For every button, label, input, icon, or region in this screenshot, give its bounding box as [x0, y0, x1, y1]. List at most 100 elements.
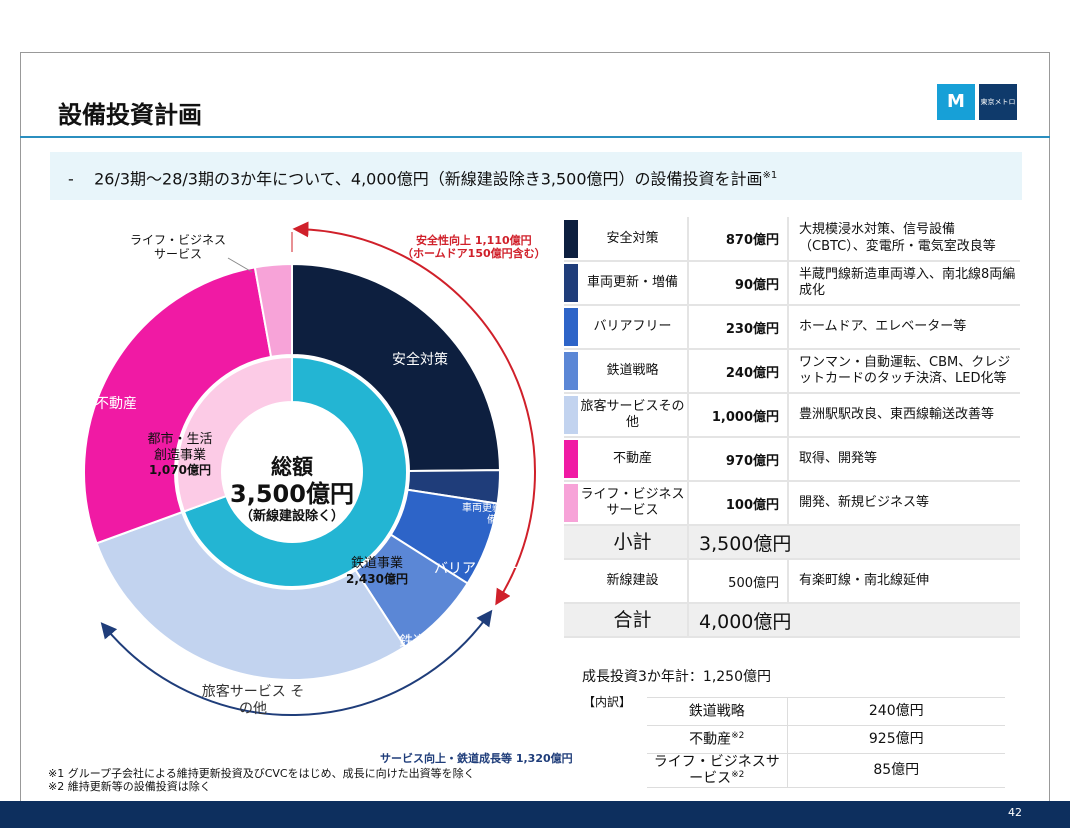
title-divider	[20, 136, 1050, 138]
row-amount: 500億円	[688, 559, 789, 604]
subtotal-amount: 3,500億円	[688, 525, 1020, 560]
row-name: バリアフリー	[578, 305, 689, 350]
row-name: 安全対策	[578, 217, 689, 262]
row-name: 新線建設	[578, 559, 689, 604]
row-desc: 大規模浸水対策、信号設備（CBTC）、変電所・電気室改良等	[788, 217, 1020, 262]
row-desc: ワンマン・自動運転、CBM、クレジットカードのタッチ決済、LED化等	[788, 349, 1020, 394]
footnote-1: ※1 グループ子会社による維持更新投資及びCVCをはじめ、成長に向けた出資等を除…	[48, 767, 475, 780]
growth-name-text: 鉄道戦略	[688, 703, 745, 720]
growth-amount: 85億円	[787, 753, 1005, 788]
table-row: 鉄道戦略 240億円 ワンマン・自動運転、CBM、クレジットカードのタッチ決済、LE…	[564, 349, 1020, 394]
row-desc: 取得、開発等	[788, 437, 1020, 482]
service-arrow	[100, 609, 493, 716]
color-swatch	[564, 393, 578, 438]
row-amount: 870億円	[688, 217, 789, 262]
footnotes: ※1 グループ子会社による維持更新投資及びCVCをはじめ、成長に向けた出資等を除…	[48, 767, 475, 793]
row-name: ライフ・ビジネスサービス	[578, 481, 689, 526]
urban-amount: 1,070億円	[149, 463, 211, 478]
growth-name-text: ライフ・ビジネスサービス	[653, 754, 780, 787]
growth-name: 鉄道戦略	[647, 697, 788, 726]
metro-logo-icon: M	[937, 84, 975, 120]
table-row: バリアフリー 230億円 ホームドア、エレベーター等	[564, 305, 1020, 350]
safety-arrow	[292, 221, 536, 606]
center-title: 総額	[271, 455, 313, 479]
label-real-estate: 不動産	[95, 396, 137, 412]
table-row: 不動産 970億円 取得、開発等	[564, 437, 1020, 482]
page-title: 設備投資計画	[58, 101, 202, 129]
table-row: ライフ・ビジネスサービス 100億円 開発、新規ビジネス等	[564, 481, 1020, 526]
row-name: 旅客サービスその他	[578, 393, 689, 438]
growth-name: ライフ・ビジネスサービス※2	[647, 753, 788, 788]
row-desc: 豊洲駅駅改良、東西線輸送改善等	[788, 393, 1020, 438]
investment-table: 安全対策 870億円 大規模浸水対策、信号設備（CBTC）、変電所・電気室改良等 車両…	[564, 217, 1020, 638]
center-amount: 3,500億円	[230, 480, 354, 509]
footnote-ref: ※1	[762, 170, 778, 181]
row-amount: 970億円	[688, 437, 789, 482]
urban-name: 都市・生活 創造事業	[147, 432, 213, 463]
table-row: 安全対策 870億円 大規模浸水対策、信号設備（CBTC）、変電所・電気室改良等	[564, 217, 1020, 262]
color-swatch	[564, 261, 578, 306]
color-swatch	[564, 437, 578, 482]
total-amount: 4,000億円	[688, 603, 1020, 638]
breakdown-label: 【内訳】	[583, 695, 632, 709]
growth-table: 鉄道戦略 240億円 不動産※2 925億円 ライフ・ビジネスサービス※2 85億円	[647, 697, 1005, 788]
row-amount: 1,000億円	[688, 393, 789, 438]
footnote-2: ※2 維持更新等の設備投資は除く	[48, 779, 211, 793]
slide-frame	[20, 52, 1050, 828]
railway-name: 鉄道事業	[350, 556, 403, 571]
color-swatch	[564, 481, 578, 526]
color-swatch	[564, 305, 578, 350]
label-urban-business: 都市・生活 創造事業 1,070億円	[140, 432, 220, 478]
inner-slice-都市・生活創造事業	[176, 355, 293, 513]
row-desc: 開発、新規ビジネス等	[788, 481, 1020, 526]
safety-sub: （ホームドア150億円含む）	[402, 247, 546, 261]
row-desc: 有楽町線・南北線延伸	[788, 559, 1020, 604]
row-desc: ホームドア、エレベーター等	[788, 305, 1020, 350]
outer-slice-不動産	[83, 266, 273, 545]
growth-row: 不動産※2 925億円	[647, 725, 1005, 754]
growth-row: ライフ・ビジネスサービス※2 85億円	[647, 753, 1005, 788]
subtotal-row: 小計 3,500億円	[564, 525, 1020, 560]
label-rail-strategy: 鉄道戦略	[399, 634, 455, 650]
new-line-row: 新線建設 500億円 有楽町線・南北線延伸	[564, 559, 1020, 604]
label-safety: 安全対策	[392, 352, 448, 368]
safety-total: 安全性向上 1,110億円	[416, 234, 532, 247]
table-row: 車両更新・増備 90億円 半蔵門線新造車両導入、南北線8両編成化	[564, 261, 1020, 306]
total-label: 合計	[578, 603, 689, 638]
growth-title: 成長投資3か年計：1,250億円	[582, 669, 771, 685]
footer-bar	[0, 801, 1070, 828]
label-vehicle: 車両更新・増備	[462, 503, 522, 526]
row-amount: 100億円	[688, 481, 789, 526]
growth-amount: 240億円	[787, 697, 1005, 726]
page-number: 42	[1008, 806, 1022, 819]
color-swatch	[564, 217, 578, 262]
bullet: -	[68, 169, 74, 189]
row-name: 鉄道戦略	[578, 349, 689, 394]
total-row: 合計 4,000億円	[564, 603, 1020, 638]
growth-amount: 925億円	[787, 725, 1005, 754]
growth-row: 鉄道戦略 240億円	[647, 697, 1005, 726]
row-name: 不動産	[578, 437, 689, 482]
growth-note: ※2	[731, 770, 745, 781]
row-name: 車両更新・増備	[578, 261, 689, 306]
brand-logo: 東京メトロ	[979, 84, 1017, 120]
outer-slice-ライフ・ビジネスサービス	[253, 262, 293, 359]
center-total: 総額 3,500億円 （新線建設除く）	[222, 455, 362, 525]
label-life-business: ライフ・ビジネス サービス	[129, 233, 226, 262]
row-amount: 230億円	[688, 305, 789, 350]
row-desc: 半蔵門線新造車両導入、南北線8両編成化	[788, 261, 1020, 306]
label-barrier-free: バリアフリー	[434, 561, 518, 577]
railway-amount: 2,430億円	[346, 571, 408, 586]
label-passenger: 旅客サービス その他	[201, 684, 305, 717]
growth-name-text: 不動産	[689, 731, 732, 748]
growth-name: 不動産※2	[647, 725, 788, 754]
growth-note: ※2	[731, 731, 745, 742]
row-amount: 90億円	[688, 261, 789, 306]
subtotal-label: 小計	[578, 525, 689, 560]
summary-text: 26/3期～28/3期の3か年について、4,000億円（新線建設除き3,500億…	[94, 169, 763, 189]
table-row: 旅客サービスその他 1,000億円 豊洲駅駅改良、東西線輸送改善等	[564, 393, 1020, 438]
summary-banner: - 26/3期～28/3期の3か年について、4,000億円（新線建設除き3,50…	[50, 152, 1022, 200]
annotation-safety: 安全性向上 1,110億円 （ホームドア150億円含む）	[402, 234, 546, 260]
